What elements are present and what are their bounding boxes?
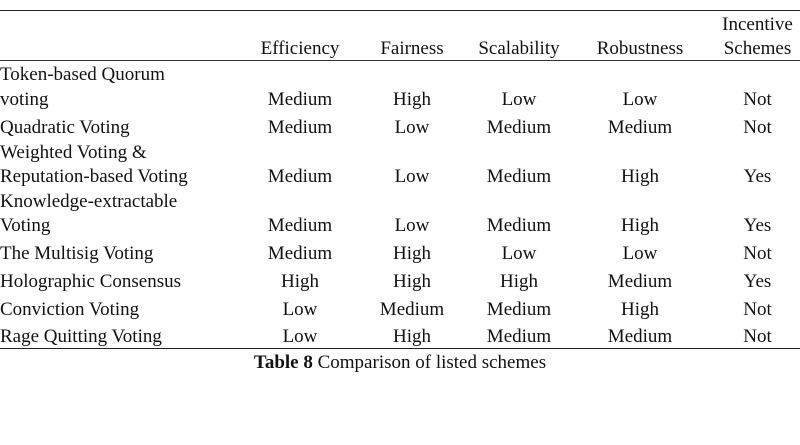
cell-incentive: Not <box>743 117 772 138</box>
cell-incentive: Not <box>743 299 772 320</box>
cell-robustness: High <box>621 215 659 236</box>
caption-text: Comparison of listed schemes <box>312 352 547 373</box>
cell-incentive: Yes <box>743 166 772 187</box>
row-label-line2: Reputation-based Voting <box>0 166 188 187</box>
cell-robustness: High <box>621 166 659 187</box>
row-label-line1: Knowledge-extractable <box>0 191 178 212</box>
cell-efficiency: Medium <box>267 166 333 187</box>
cell-scalability: Low <box>501 243 537 264</box>
cell-scalability: Medium <box>486 166 552 187</box>
cell-robustness: Low <box>622 89 658 110</box>
cell-scalability: High <box>500 271 538 292</box>
cell-efficiency: Medium <box>267 89 333 110</box>
caption-label: Table 8 <box>253 352 313 373</box>
cell-fairness: High <box>393 326 431 347</box>
row-label-line1: The Multisig Voting <box>0 243 154 264</box>
cell-fairness: Low <box>394 166 430 187</box>
header-robustness: Robustness <box>596 38 684 59</box>
table-bottom-rule <box>0 348 800 349</box>
header-efficiency: Efficiency <box>260 38 340 59</box>
cell-efficiency: Medium <box>267 215 333 236</box>
cell-scalability: Low <box>501 89 537 110</box>
row-label-line1: Quadratic Voting <box>0 117 130 138</box>
cell-fairness: High <box>393 271 431 292</box>
table-caption: Table 8 Comparison of listed schemes <box>0 351 800 375</box>
row-label-line1: Conviction Voting <box>0 299 140 320</box>
cell-efficiency: Medium <box>267 117 333 138</box>
cell-fairness: Medium <box>379 299 445 320</box>
cell-fairness: High <box>393 243 431 264</box>
row-label-line2: Voting <box>0 215 51 236</box>
cell-incentive: Not <box>743 326 772 347</box>
cell-fairness: Low <box>394 117 430 138</box>
cell-fairness: Low <box>394 215 430 236</box>
cell-efficiency: High <box>281 271 319 292</box>
row-label-line2: voting <box>0 89 49 110</box>
cell-robustness: High <box>621 299 659 320</box>
cell-incentive: Not <box>743 89 772 110</box>
cell-scalability: Medium <box>486 299 552 320</box>
cell-robustness: Medium <box>607 271 673 292</box>
row-label-line1: Holographic Consensus <box>0 271 182 292</box>
cell-incentive: Not <box>743 243 772 264</box>
cell-robustness: Low <box>622 243 658 264</box>
cell-scalability: Medium <box>486 215 552 236</box>
row-label-line1: Weighted Voting & <box>0 142 147 163</box>
cell-scalability: Medium <box>486 117 552 138</box>
header-incentive-line2: Schemes <box>723 38 792 59</box>
cell-incentive: Yes <box>743 271 772 292</box>
header-incentive-line1: Incentive <box>722 14 793 35</box>
row-label-line1: Token-based Quorum <box>0 64 165 85</box>
cell-incentive: Yes <box>743 215 772 236</box>
cell-efficiency: Low <box>282 299 318 320</box>
row-label-line1: Rage Quitting Voting <box>0 326 162 347</box>
cell-efficiency: Medium <box>267 243 333 264</box>
cell-robustness: Medium <box>607 117 673 138</box>
table-header-rule <box>0 60 800 61</box>
header-scalability: Scalability <box>478 38 560 59</box>
cell-scalability: Medium <box>486 326 552 347</box>
cell-fairness: High <box>393 89 431 110</box>
header-fairness: Fairness <box>380 38 444 59</box>
cell-efficiency: Low <box>282 326 318 347</box>
cell-robustness: Medium <box>607 326 673 347</box>
table-top-rule <box>0 10 800 11</box>
